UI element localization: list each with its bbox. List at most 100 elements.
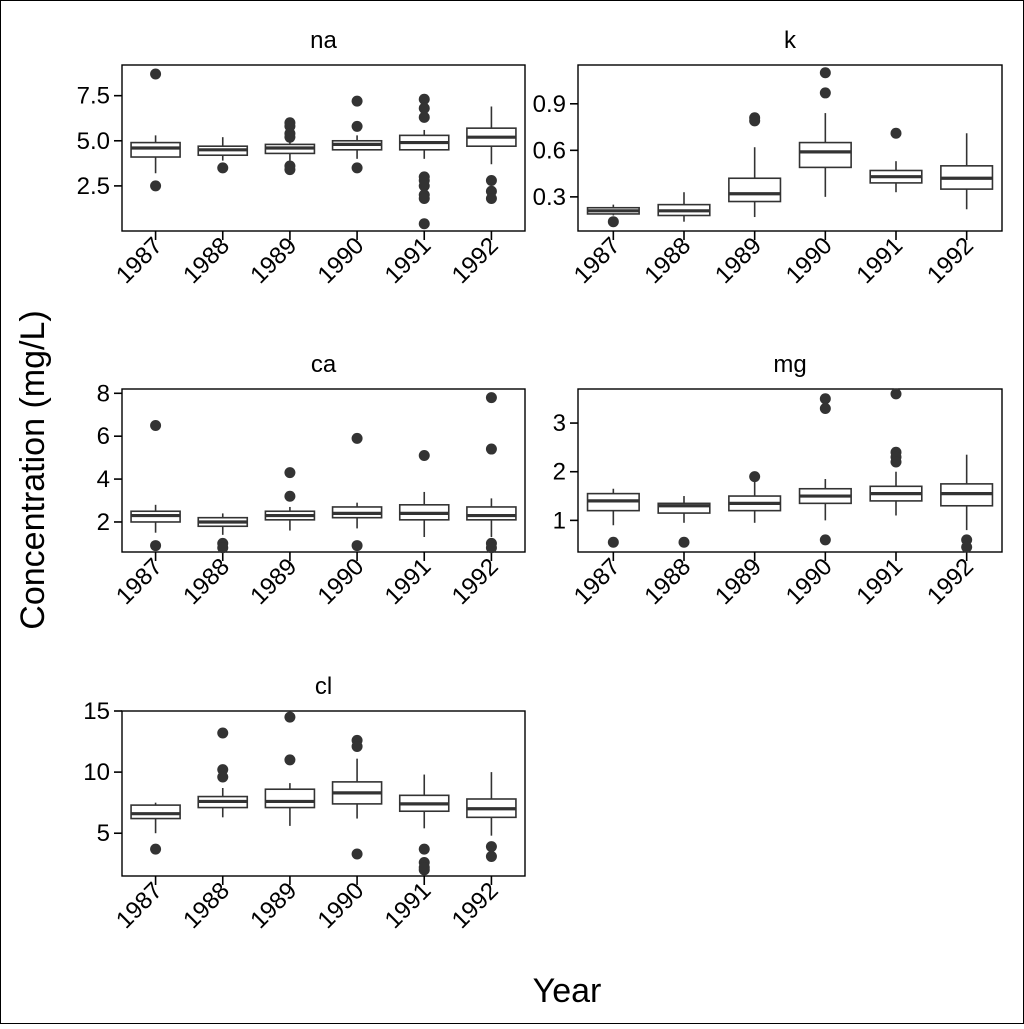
y-tick-label: 2 xyxy=(97,509,110,536)
outlier-point xyxy=(890,127,902,139)
outlier-point xyxy=(284,131,296,143)
y-tick-label: 0.3 xyxy=(533,184,566,211)
y-tick-label: 15 xyxy=(83,698,110,725)
outlier-point xyxy=(217,727,229,739)
y-tick-label: 1 xyxy=(553,507,566,534)
outlier-point xyxy=(284,490,296,502)
box-ca-1990 xyxy=(331,432,383,552)
panel-title: ca xyxy=(311,351,337,378)
box-ca-1991 xyxy=(398,449,450,537)
outlier-point xyxy=(150,180,162,192)
outlier-point xyxy=(485,850,497,862)
y-tick-label: 2 xyxy=(553,459,566,486)
box-na-1989 xyxy=(264,117,316,176)
box-ca-1989 xyxy=(264,467,316,531)
box-mg-1987 xyxy=(586,488,640,548)
outlier-point xyxy=(351,95,363,107)
box-k-1990 xyxy=(798,67,852,197)
outlier-point xyxy=(961,541,973,553)
outlier-point xyxy=(351,848,363,860)
outlier-point xyxy=(890,456,902,468)
box-mg-1992 xyxy=(940,454,994,553)
box-k-1991 xyxy=(869,127,923,193)
y-tick-label: 4 xyxy=(97,466,110,493)
box-ca-1988 xyxy=(197,513,249,554)
y-axis-title: Concentration (mg/L) xyxy=(14,310,52,629)
outlier-point xyxy=(418,449,430,461)
outlier-point xyxy=(607,536,619,548)
outlier-point xyxy=(749,115,761,127)
outlier-point xyxy=(485,174,497,186)
outlier-point xyxy=(418,111,430,123)
iqr-box xyxy=(728,177,782,203)
outlier-point xyxy=(418,218,430,230)
y-tick-label: 6 xyxy=(97,423,110,450)
box-mg-1991 xyxy=(869,388,923,516)
outlier-point xyxy=(150,540,162,552)
outlier-point xyxy=(418,93,430,105)
outlier-point xyxy=(678,536,690,548)
plot-frame xyxy=(121,710,526,877)
outlier-point xyxy=(485,443,497,455)
plot-frame xyxy=(577,388,1003,553)
y-tick-label: 5 xyxy=(97,820,110,847)
outlier-point xyxy=(890,388,902,400)
box-cl-1988 xyxy=(197,727,249,818)
outlier-point xyxy=(819,67,831,79)
outlier-point xyxy=(485,542,497,554)
outlier-point xyxy=(607,216,619,228)
box-cl-1991 xyxy=(398,774,450,876)
box-mg-1989 xyxy=(728,471,782,523)
box-mg-1990 xyxy=(798,393,852,546)
y-tick-label: 10 xyxy=(83,759,110,786)
iqr-box xyxy=(130,141,181,158)
iqr-box xyxy=(657,502,711,514)
plot-frame xyxy=(577,64,1003,232)
box-k-1988 xyxy=(657,192,711,222)
outlier-point xyxy=(150,68,162,80)
box-k-1989 xyxy=(728,112,782,218)
outlier-point xyxy=(418,193,430,205)
y-tick-label: 0.6 xyxy=(533,137,566,164)
box-cl-1989 xyxy=(264,711,316,826)
plot-frame xyxy=(121,64,526,232)
box-cl-1987 xyxy=(130,802,181,855)
outlier-point xyxy=(418,843,430,855)
outlier-point xyxy=(284,164,296,176)
box-k-1992 xyxy=(940,133,994,210)
box-na-1988 xyxy=(197,137,249,174)
y-tick-label: 2.5 xyxy=(77,173,110,200)
outlier-point xyxy=(418,180,430,192)
y-tick-label: 5.0 xyxy=(77,128,110,155)
outlier-point xyxy=(485,392,497,404)
outlier-point xyxy=(351,120,363,132)
outlier-point xyxy=(485,193,497,205)
outlier-point xyxy=(284,711,296,723)
box-na-1991 xyxy=(398,93,450,230)
box-na-1990 xyxy=(331,95,383,174)
panel-title: cl xyxy=(315,673,332,700)
panel-title: mg xyxy=(773,351,806,378)
outlier-point xyxy=(418,864,430,876)
box-k-1987 xyxy=(586,204,640,228)
box-na-1992 xyxy=(466,106,517,205)
y-tick-label: 0.9 xyxy=(533,91,566,118)
outlier-point xyxy=(351,162,363,174)
outlier-point xyxy=(351,432,363,444)
outlier-point xyxy=(418,102,430,114)
iqr-box xyxy=(798,141,852,169)
outlier-point xyxy=(284,754,296,766)
outlier-point xyxy=(485,841,497,853)
box-ca-1987 xyxy=(130,419,181,552)
outlier-point xyxy=(217,542,229,554)
outlier-point xyxy=(351,740,363,752)
box-cl-1990 xyxy=(331,734,383,860)
box-ca-1992 xyxy=(466,392,517,554)
outlier-point xyxy=(217,162,229,174)
outlier-point xyxy=(819,87,831,99)
panel-title: k xyxy=(784,27,797,54)
outlier-point xyxy=(819,534,831,546)
